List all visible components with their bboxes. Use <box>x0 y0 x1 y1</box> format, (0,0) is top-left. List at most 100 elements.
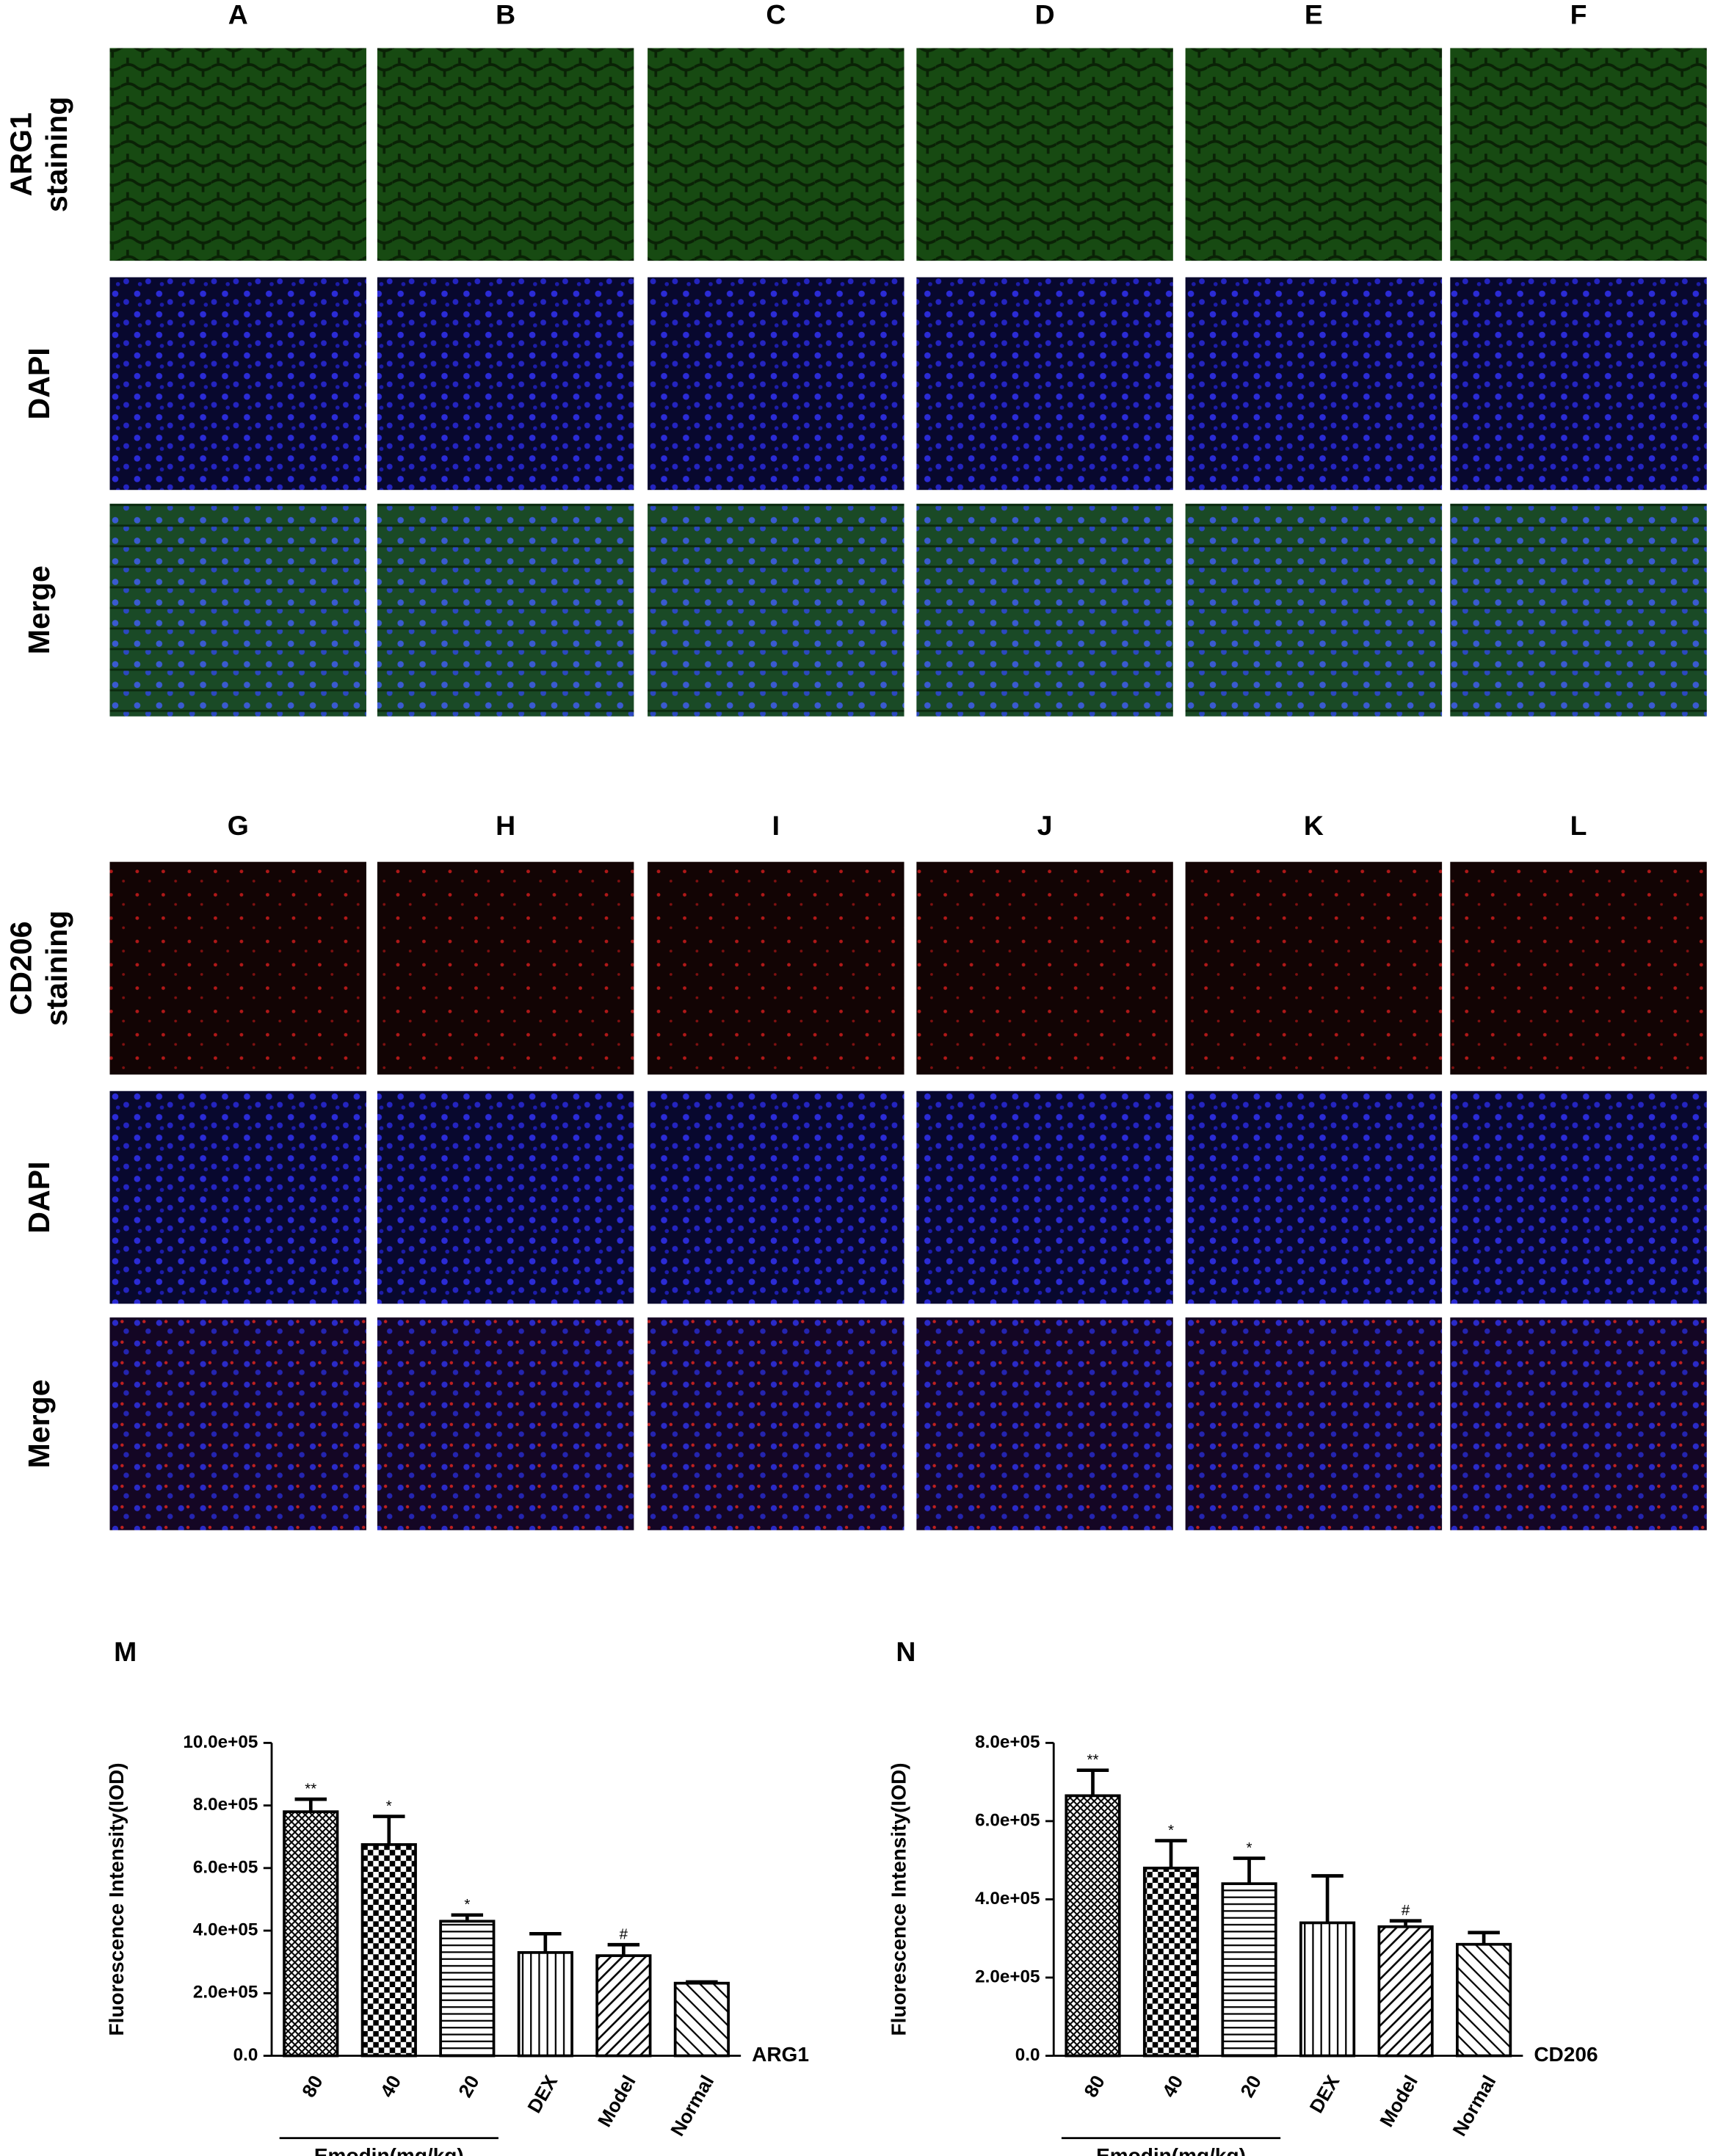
row-label: Merge <box>22 565 56 654</box>
bar <box>1065 1794 1121 2058</box>
y-tick-label: 6.0e+05 <box>975 1810 1040 1830</box>
panel-letter: C <box>766 0 786 29</box>
micrograph <box>377 503 634 717</box>
micrograph <box>1185 1317 1443 1530</box>
bar <box>517 1951 573 2058</box>
y-tick-label: 2.0e+05 <box>975 1967 1040 1986</box>
bar <box>1221 1882 1277 2058</box>
micrograph <box>377 861 634 1075</box>
x-tick-label: 80 <box>297 2072 327 2101</box>
micrograph <box>916 503 1173 717</box>
y-tick-label: 2.0e+05 <box>193 1983 258 2003</box>
x-tick-label: Model <box>1375 2072 1422 2130</box>
micrograph <box>377 1317 634 1530</box>
micrograph <box>648 1317 904 1530</box>
x-tick-label: DEX <box>523 2071 562 2116</box>
group-label: Emodin(mg/kg) <box>1096 2144 1246 2156</box>
row-label: DAPI <box>22 1161 56 1233</box>
row-label: staining <box>40 911 73 1027</box>
x-tick-label: 20 <box>454 2072 484 2101</box>
significance: ** <box>1087 1751 1098 1768</box>
bar <box>439 1920 496 2058</box>
significance: * <box>1247 1840 1252 1856</box>
bar <box>1377 1925 1434 2058</box>
micrograph <box>109 1317 366 1530</box>
x-axis-label: CD206 <box>1534 2043 1598 2066</box>
micrograph <box>109 277 366 491</box>
panel-letter: G <box>228 810 249 841</box>
significance: * <box>386 1798 392 1815</box>
micrograph <box>648 503 904 717</box>
panel-letter: I <box>772 810 780 841</box>
bar <box>673 1981 730 2058</box>
panel-letter: A <box>228 0 248 29</box>
significance: # <box>620 1926 628 1943</box>
y-tick-label: 8.0e+05 <box>193 1795 258 1815</box>
row-label: ARG1 <box>4 112 38 196</box>
panel-label: N <box>896 1636 915 1667</box>
micrograph <box>1450 1090 1707 1304</box>
panel-label: M <box>114 1636 137 1667</box>
significance: * <box>1168 1822 1174 1839</box>
group-label: Emodin(mg/kg) <box>314 2144 464 2156</box>
bar <box>283 1810 339 2058</box>
micrograph <box>109 1090 366 1304</box>
micrograph <box>1450 861 1707 1075</box>
significance: ** <box>305 1780 316 1797</box>
micrograph <box>377 1090 634 1304</box>
micrograph <box>1185 277 1443 491</box>
bar <box>1299 1921 1356 2058</box>
row-label: Merge <box>22 1379 56 1468</box>
x-tick-label: 40 <box>376 2072 406 2101</box>
micrograph <box>377 48 634 261</box>
y-tick-label: 0.0 <box>233 2045 258 2065</box>
micrograph <box>1450 503 1707 717</box>
panel-letter: F <box>1570 0 1587 29</box>
micrograph <box>916 277 1173 491</box>
x-axis-label: ARG1 <box>752 2043 809 2066</box>
x-tick-label: 40 <box>1158 2072 1188 2101</box>
panel-letter: H <box>496 810 515 841</box>
micrograph <box>648 861 904 1075</box>
micrograph <box>377 277 634 491</box>
micrograph <box>1450 48 1707 261</box>
micrograph <box>1185 48 1443 261</box>
y-tick-label: 10.0e+05 <box>183 1732 258 1752</box>
panel-letter: D <box>1035 0 1055 29</box>
bar <box>1456 1942 1512 2058</box>
bar <box>1142 1866 1200 2058</box>
panel-letter: E <box>1305 0 1323 29</box>
y-axis-label: Fluorescence Intensity(IOD) <box>105 1762 128 2036</box>
x-tick-label: DEX <box>1305 2071 1344 2116</box>
panel-letter: J <box>1037 810 1053 841</box>
significance: * <box>464 1896 470 1913</box>
micrograph <box>109 48 366 261</box>
micrograph <box>916 48 1173 261</box>
bar <box>595 1954 652 2058</box>
panel-letter: B <box>496 0 515 29</box>
micrograph <box>1450 1317 1707 1530</box>
micrograph <box>916 861 1173 1075</box>
y-tick-label: 4.0e+05 <box>975 1889 1040 1909</box>
x-tick-label: Model <box>593 2072 640 2130</box>
bar <box>360 1843 417 2058</box>
x-tick-label: Normal <box>666 2072 718 2140</box>
micrograph <box>648 277 904 491</box>
micrograph <box>109 861 366 1075</box>
micrograph <box>109 503 366 717</box>
row-label: staining <box>40 97 73 213</box>
y-tick-label: 8.0e+05 <box>975 1732 1040 1752</box>
micrograph <box>648 48 904 261</box>
micrograph <box>1185 1090 1443 1304</box>
y-tick-label: 4.0e+05 <box>193 1920 258 1940</box>
row-label: CD206 <box>4 922 38 1016</box>
micrograph <box>1450 277 1707 491</box>
micrograph <box>1185 861 1443 1075</box>
x-tick-label: Normal <box>1448 2072 1500 2140</box>
y-tick-label: 6.0e+05 <box>193 1857 258 1877</box>
micrograph <box>916 1317 1173 1530</box>
x-tick-label: 20 <box>1236 2072 1266 2101</box>
y-tick-label: 0.0 <box>1015 2045 1040 2065</box>
